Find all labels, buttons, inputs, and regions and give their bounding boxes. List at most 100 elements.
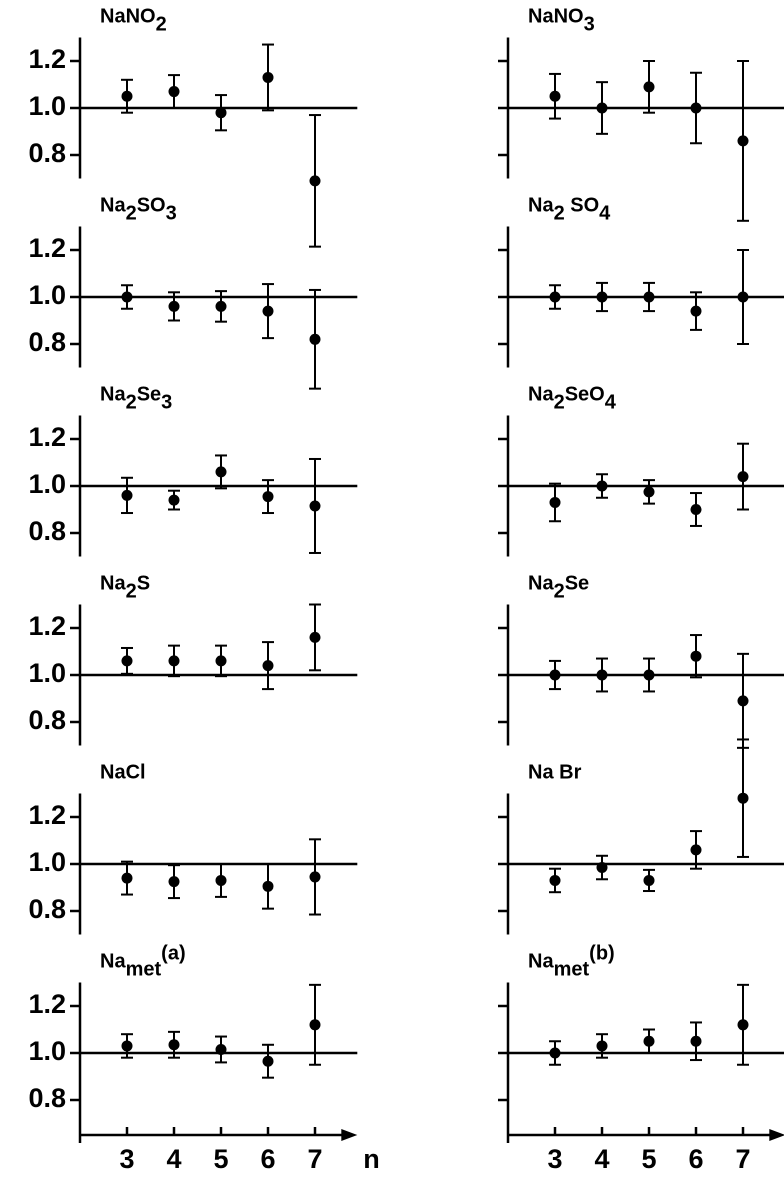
y-tick-label: 1.2 [28,233,66,263]
y-tick-label: 1.0 [28,658,66,688]
data-point [262,880,274,892]
title-part: SO [565,195,599,217]
data-point [596,291,608,303]
panel-title: NaNO2 [100,6,167,36]
x-axis-arrow [341,1129,358,1141]
title-part: 3 [161,392,172,414]
title-part: NaNO [100,6,156,28]
data-point [690,1035,702,1047]
data-point [121,291,133,303]
title-part: Se [565,573,589,595]
panel-title: Na2SeO4 [528,384,617,414]
title-part: NaCl [100,762,146,784]
y-tick-label: 1.2 [28,800,66,830]
data-point [549,496,561,508]
panel-title: Na2 SO4 [528,195,611,225]
title-part: Na [528,951,554,973]
title-part: Na [100,951,126,973]
data-point [690,504,702,515]
x-tick-label: 5 [641,1144,656,1174]
data-point [643,874,655,886]
data-point [262,71,274,83]
data-point [596,480,608,492]
y-tick-label: 1.0 [28,91,66,121]
y-tick-label: 0.8 [28,894,66,924]
title-part: (b) [589,943,615,965]
data-point [690,650,702,662]
data-point [737,792,749,804]
data-point [737,135,749,147]
data-point [549,291,561,303]
title-part: SO [137,195,166,217]
title-part: Na [100,195,126,217]
y-tick-label: 0.8 [28,1083,66,1113]
y-tick-label: 1.0 [28,280,66,310]
x-tick-label: 5 [213,1144,228,1174]
title-part: Na [100,573,126,595]
data-point [215,655,227,667]
panel-title: Na Br [528,762,582,784]
title-part: 3 [166,203,177,225]
data-point [549,1047,561,1059]
data-point [168,86,180,98]
y-tick-label: 0.8 [28,138,66,168]
data-point [643,81,655,93]
y-tick-label: 0.8 [28,516,66,546]
y-tick-label: 1.0 [28,1036,66,1066]
x-axis-label: n [363,1144,380,1174]
title-part: 4 [599,203,611,225]
panel-title: Namet(a) [100,943,186,981]
x-tick-label: 6 [260,1144,275,1174]
data-point [737,1019,749,1031]
data-point [121,872,133,884]
data-point [309,175,321,187]
data-point [262,660,274,672]
x-tick-label: 4 [594,1144,609,1174]
panel-title: Na2S [100,573,150,603]
title-part: NaNO [528,6,584,28]
y-tick-label: 0.8 [28,705,66,735]
y-tick-label: 1.2 [28,44,66,74]
data-point [737,291,749,303]
data-point [262,1055,274,1067]
title-part: Na [528,573,554,595]
data-point [168,300,180,312]
data-point [549,669,561,681]
panel-title: Na2SO3 [100,195,177,225]
title-part: met [126,959,162,981]
title-part: Na [100,384,126,406]
data-point [121,489,133,501]
data-point [596,102,608,114]
title-part: 2 [554,581,565,603]
data-point [309,631,321,643]
data-point [262,491,274,503]
panel-title: Namet(b) [528,943,615,981]
data-point [168,655,180,667]
data-point [737,695,749,707]
data-point [643,486,655,498]
title-part: S [137,573,150,595]
title-part: 2 [554,203,565,225]
title-part: Na [528,384,554,406]
data-point [168,876,180,888]
x-tick-label: 6 [688,1144,703,1174]
title-part: 3 [584,14,595,36]
x-tick-label: 7 [307,1144,322,1174]
data-point [168,494,180,506]
data-point [215,1043,227,1055]
data-point [643,1035,655,1047]
data-point [737,471,749,483]
data-point [215,874,227,886]
data-point [121,90,133,102]
data-point [549,874,561,886]
data-point [596,862,608,874]
data-point [596,1040,608,1052]
data-point [690,102,702,114]
title-part: (a) [161,943,185,965]
data-point [309,500,321,512]
y-tick-label: 0.8 [28,327,66,357]
title-part: 2 [126,203,137,225]
data-point [309,333,321,345]
